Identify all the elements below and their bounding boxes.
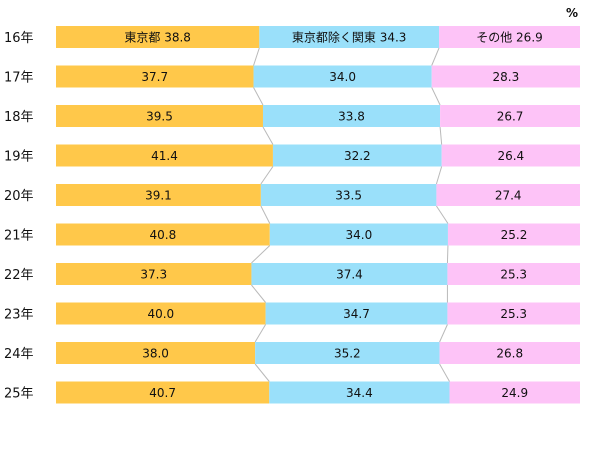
connector-line bbox=[431, 47, 440, 66]
bar-segment bbox=[441, 144, 580, 167]
connector-line bbox=[254, 363, 270, 382]
connector-line bbox=[260, 205, 271, 224]
data-label: 34.0 bbox=[329, 70, 356, 84]
category-label: 17年 bbox=[4, 71, 34, 86]
connector-line bbox=[253, 87, 264, 106]
connector-line bbox=[436, 205, 449, 224]
connector-line bbox=[431, 87, 441, 106]
data-label: 37.3 bbox=[140, 268, 167, 282]
data-label: 33.8 bbox=[338, 110, 365, 124]
bar-segment bbox=[431, 65, 580, 88]
data-label: 41.4 bbox=[151, 149, 178, 163]
data-label: 25.3 bbox=[500, 268, 527, 282]
bar-segment bbox=[56, 381, 270, 404]
data-label: 34.0 bbox=[346, 228, 373, 242]
data-label: 37.7 bbox=[141, 70, 168, 84]
bar-segment bbox=[436, 184, 580, 206]
data-label: 26.8 bbox=[496, 347, 523, 361]
bar-segment bbox=[439, 26, 580, 48]
segment-connectors bbox=[251, 47, 450, 382]
bar-segment bbox=[56, 184, 261, 206]
data-label: 25.2 bbox=[501, 228, 528, 242]
bar-segment bbox=[265, 302, 448, 325]
category-label: 19年 bbox=[4, 150, 34, 165]
bar-segment bbox=[447, 223, 580, 246]
bar-segment bbox=[269, 381, 450, 404]
bar-segment bbox=[272, 144, 442, 167]
bar-segment bbox=[440, 105, 580, 127]
data-label: 34.7 bbox=[343, 307, 370, 321]
category-label: 23年 bbox=[4, 308, 34, 323]
bar-segment bbox=[269, 223, 448, 246]
data-label: 26.4 bbox=[497, 149, 524, 163]
connector-line bbox=[251, 245, 271, 264]
bar-segment bbox=[439, 342, 580, 364]
bars-group bbox=[56, 26, 580, 404]
data-label: 26.7 bbox=[497, 110, 524, 124]
bar-segment bbox=[56, 223, 270, 246]
bar-segment bbox=[56, 263, 252, 285]
data-label: 東京都除く関東 34.3 bbox=[292, 30, 407, 45]
connector-line bbox=[262, 126, 274, 145]
unit-label: % bbox=[566, 6, 578, 20]
bar-segment bbox=[56, 302, 266, 325]
connector-line bbox=[254, 324, 267, 343]
category-label: 25年 bbox=[4, 387, 34, 402]
labels-group: 16年 東京都 38.8 東京都除く関東 34.3 その他 26.9 17年 37.7 34… bbox=[4, 30, 543, 402]
data-label: 35.2 bbox=[334, 347, 361, 361]
category-label: 24年 bbox=[4, 347, 34, 362]
connector-line bbox=[253, 47, 260, 66]
data-label: その他 26.9 bbox=[476, 31, 543, 45]
connector-line bbox=[435, 166, 443, 185]
category-label: 16年 bbox=[4, 31, 34, 46]
connector-line bbox=[439, 324, 448, 343]
bar-segment bbox=[447, 263, 580, 285]
data-label: 25.3 bbox=[500, 307, 527, 321]
bar-segment bbox=[251, 263, 448, 285]
category-label: 20年 bbox=[4, 189, 34, 204]
data-label: 28.3 bbox=[492, 70, 519, 84]
connector-line bbox=[251, 284, 266, 303]
bar-segment bbox=[255, 342, 440, 364]
category-label: 22年 bbox=[4, 268, 34, 283]
data-label: 34.4 bbox=[346, 386, 373, 400]
category-label: 21年 bbox=[4, 229, 34, 244]
bar-segment bbox=[56, 65, 254, 88]
bar-segment bbox=[260, 184, 437, 206]
bar-segment bbox=[259, 26, 440, 48]
category-label: 18年 bbox=[4, 110, 34, 125]
bar-segment bbox=[56, 144, 273, 167]
data-label: 27.4 bbox=[495, 189, 522, 203]
bar-segment bbox=[262, 105, 441, 127]
connector-line bbox=[260, 166, 274, 185]
data-label: 32.2 bbox=[344, 149, 371, 163]
data-label: 39.5 bbox=[146, 110, 173, 124]
data-label: 40.8 bbox=[150, 228, 177, 242]
bar-segment bbox=[449, 381, 580, 404]
data-label: 40.7 bbox=[149, 386, 176, 400]
data-label: 24.9 bbox=[501, 386, 528, 400]
connector-line bbox=[439, 126, 443, 145]
bar-segment bbox=[253, 65, 432, 88]
data-label: 40.0 bbox=[147, 307, 174, 321]
bar-segment bbox=[447, 302, 580, 325]
data-label: 37.4 bbox=[336, 268, 363, 282]
data-label: 39.1 bbox=[145, 189, 172, 203]
data-label: 38.0 bbox=[142, 347, 169, 361]
data-label: 東京都 38.8 bbox=[124, 31, 191, 45]
bar-segment bbox=[56, 105, 263, 127]
data-label: 33.5 bbox=[335, 189, 362, 203]
bar-segment bbox=[56, 342, 256, 364]
bar-segment bbox=[56, 26, 260, 48]
connector-line bbox=[446, 245, 449, 264]
connector-line bbox=[439, 363, 450, 382]
